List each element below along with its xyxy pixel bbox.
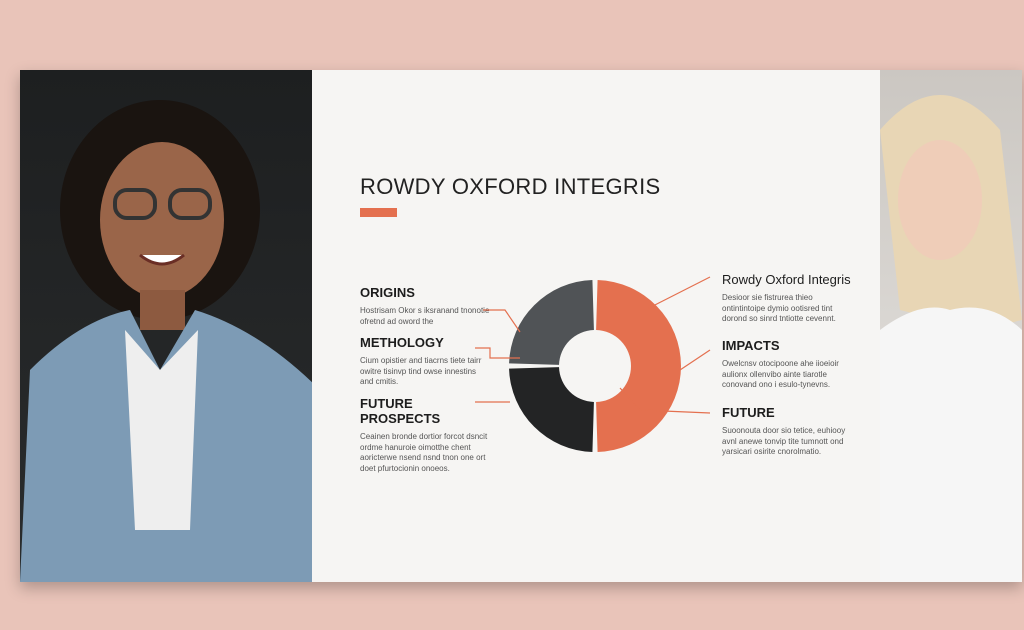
block-body: Cium opistier and tiacrns tiete tairr ow… (360, 356, 482, 386)
slide-title: ROWDY OXFORD INTEGRIS (360, 174, 661, 199)
future-prospects-block: FUTURE PROSPECTS Ceainen bronde dortior … (360, 396, 490, 474)
donut-diagram (475, 276, 711, 452)
connector-line (483, 309, 521, 333)
block-heading: IMPACTS (722, 338, 780, 353)
connector-line (644, 276, 711, 311)
slide: ROWDY OXFORD INTEGRIS ORIGINS Hostrisam … (20, 70, 1022, 582)
donut-segment-1 (509, 367, 594, 452)
block-heading: ORIGINS (360, 285, 415, 300)
block-heading: FUTURE (722, 405, 775, 420)
block-body: Suoonouta door sio tetice, euhiooy avnl … (722, 426, 846, 456)
connector-line (475, 347, 520, 359)
donut-segment-0 (596, 280, 682, 452)
donut-segment-2 (509, 280, 594, 365)
connector-line (619, 387, 711, 414)
integris-block: Rowdy Oxford Integris Desioor sie fistru… (722, 272, 852, 325)
future-block: FUTURE Suoonouta door sio tetice, euhioo… (722, 405, 852, 458)
block-heading: METHOLOGY (360, 335, 444, 350)
title-accent-bar (360, 208, 397, 217)
methology-block: METHOLOGY Cium opistier and tiacrns tiet… (360, 335, 490, 388)
block-body: Owelcnsv otocipoone ahe iioeioir aulionx… (722, 359, 839, 389)
block-body: Ceainen bronde dortior forcot dsncit ord… (360, 432, 488, 473)
origins-block: ORIGINS Hostrisam Okor s iksranand tnono… (360, 285, 490, 327)
portrait-photo-right (880, 70, 1022, 582)
connector-line (679, 349, 711, 371)
block-heading: Rowdy Oxford Integris (722, 272, 851, 287)
portrait-photo-left (20, 70, 312, 582)
block-body: Hostrisam Okor s iksranand tnonotie ofre… (360, 306, 490, 326)
block-body: Desioor sie fistrurea thieo ontintintoip… (722, 293, 836, 323)
block-heading: FUTURE PROSPECTS (360, 396, 441, 426)
impacts-block: IMPACTS Owelcnsv otocipoone ahe iioeioir… (722, 338, 852, 391)
